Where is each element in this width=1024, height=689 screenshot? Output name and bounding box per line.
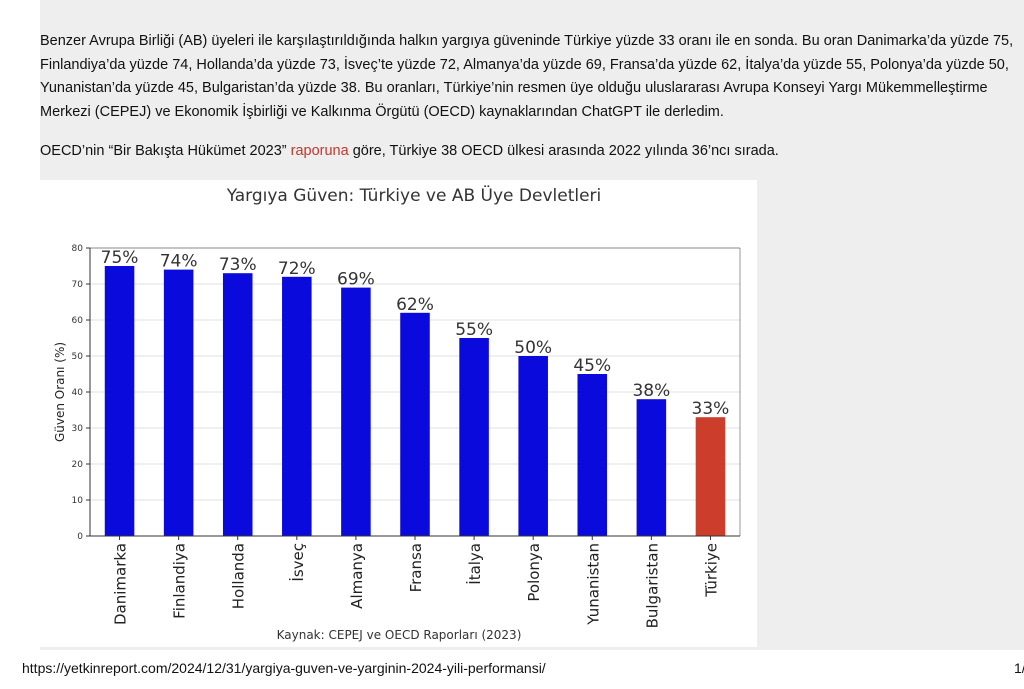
bar-3 bbox=[282, 276, 312, 536]
data-label: 50% bbox=[514, 338, 552, 358]
x-tick-label: İtalya bbox=[465, 543, 484, 585]
y-axis-label: Güven Oranı (%) bbox=[53, 342, 67, 442]
x-tick-label: Türkiye bbox=[702, 543, 720, 598]
y-tick-label: 30 bbox=[72, 424, 84, 434]
x-tick-label: Almanya bbox=[348, 543, 366, 609]
data-label: 72% bbox=[278, 259, 316, 279]
data-label: 33% bbox=[692, 399, 730, 419]
data-label: 74% bbox=[160, 252, 198, 272]
data-label: 38% bbox=[632, 381, 670, 401]
bar-1 bbox=[163, 269, 194, 536]
x-tick-label: Hollanda bbox=[230, 543, 248, 609]
bar-8 bbox=[577, 374, 608, 536]
chart-title: Yargıya Güven: Türkiye ve AB Üye Devletl… bbox=[226, 184, 602, 206]
x-axis-ticks: Danimarka Finlandiya Hollanda İsveç Almanya F… bbox=[112, 536, 720, 628]
x-tick-label: Danimarka bbox=[112, 543, 130, 625]
data-label: 62% bbox=[396, 295, 434, 315]
footer-page-number: 1/ bbox=[1014, 660, 1024, 676]
y-tick-label: 20 bbox=[72, 460, 84, 470]
bar-chart: Yargıya Güven: Türkiye ve AB Üye Devletl… bbox=[53, 184, 741, 642]
y-tick-label: 10 bbox=[72, 496, 84, 506]
y-axis-ticks: 0 10 20 30 40 50 60 70 80 bbox=[72, 244, 90, 542]
data-label: 73% bbox=[219, 255, 257, 275]
bars bbox=[104, 266, 726, 536]
data-label: 69% bbox=[337, 270, 375, 290]
x-tick-label: Polonya bbox=[525, 543, 543, 602]
y-tick-label: 70 bbox=[72, 280, 84, 290]
paragraph-text-before: OECD’nin “Bir Bakışta Hükümet 2023” bbox=[40, 143, 291, 159]
footer-url: https://yetkinreport.com/2024/12/31/yarg… bbox=[22, 660, 546, 676]
x-tick-label: Fransa bbox=[407, 543, 425, 592]
article-paragraph-report: OECD’nin “Bir Bakışta Hükümet 2023” rapo… bbox=[40, 140, 1024, 164]
x-tick-label: Bulgaristan bbox=[643, 543, 661, 628]
x-tick-label: İsveç bbox=[288, 543, 307, 582]
y-tick-label: 80 bbox=[72, 244, 84, 254]
bar-10 bbox=[695, 417, 726, 536]
bar-0 bbox=[104, 266, 135, 536]
report-link[interactable]: raporuna bbox=[290, 143, 349, 159]
bar-4 bbox=[341, 287, 371, 536]
bar-2 bbox=[222, 273, 253, 536]
y-tick-label: 60 bbox=[72, 316, 84, 326]
axes bbox=[89, 247, 741, 537]
bar-5 bbox=[400, 312, 430, 536]
y-tick-label: 50 bbox=[72, 352, 84, 362]
data-label: 75% bbox=[101, 248, 139, 268]
bar-6 bbox=[459, 338, 489, 536]
y-tick-label: 40 bbox=[72, 388, 84, 398]
data-labels: 75% 74% 73% 72% 69% 62% 55% 50% 45% 38% 33% bbox=[101, 248, 730, 419]
x-tick-label: Finlandiya bbox=[171, 543, 189, 619]
paragraph-text-after: göre, Türkiye 38 OECD ülkesi arasında 20… bbox=[348, 143, 779, 159]
chart-image: Yargıya Güven: Türkiye ve AB Üye Devletl… bbox=[40, 180, 757, 647]
x-tick-label: Yunanistan bbox=[584, 543, 602, 626]
data-label: 55% bbox=[455, 320, 493, 340]
bar-9 bbox=[636, 399, 667, 536]
data-label: 45% bbox=[573, 356, 611, 376]
article-paragraph: Benzer Avrupa Birliği (AB) üyeleri ile k… bbox=[40, 33, 1014, 120]
bar-7 bbox=[518, 356, 548, 536]
chart-source-label: Kaynak: CEPEJ ve OECD Raporları (2023) bbox=[277, 628, 522, 642]
y-tick-label: 0 bbox=[77, 532, 83, 542]
